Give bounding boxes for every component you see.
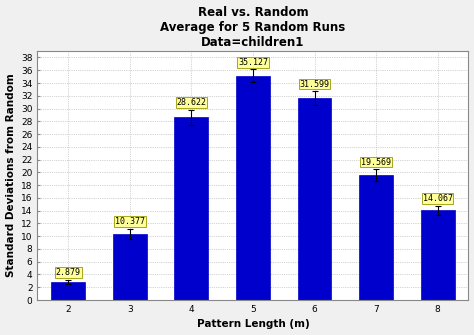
Bar [421,210,455,300]
Text: 19.569: 19.569 [361,157,391,166]
Bar [174,117,208,300]
Bar [359,175,393,300]
Title: Real vs. Random
Average for 5 Random Runs
Data=children1: Real vs. Random Average for 5 Random Run… [160,6,346,49]
Bar [51,282,85,300]
Text: 28.622: 28.622 [176,98,206,107]
Text: 2.879: 2.879 [56,268,81,277]
Y-axis label: Standard Deviations from Random: Standard Deviations from Random [6,74,16,277]
X-axis label: Pattern Length (m): Pattern Length (m) [197,320,310,329]
Text: 35.127: 35.127 [238,58,268,67]
Text: 10.377: 10.377 [115,217,145,226]
Text: 31.599: 31.599 [300,79,329,88]
Bar [236,76,270,300]
Bar [113,234,147,300]
Text: 14.067: 14.067 [423,194,453,203]
Bar [298,98,331,300]
